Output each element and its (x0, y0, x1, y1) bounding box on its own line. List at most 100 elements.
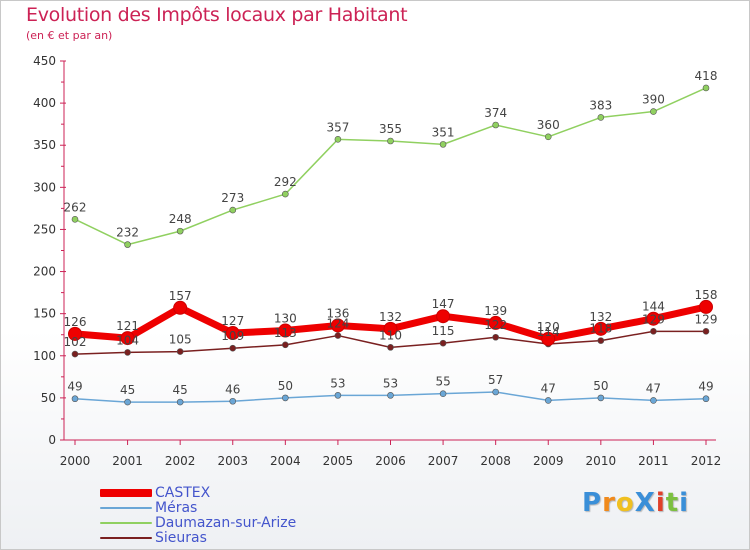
data-point-m-ras (282, 394, 289, 402)
x-tick-label: 2009 (533, 454, 564, 468)
data-label-m-ras: 57 (488, 373, 503, 387)
chart-title: Evolution des Impôts locaux par Habitant (26, 4, 408, 26)
data-label-daumazan-sur-arize: 390 (642, 93, 665, 107)
data-point-daumazan-sur-arize (650, 108, 657, 115)
data-label-daumazan-sur-arize: 351 (432, 125, 455, 139)
data-label-m-ras: 53 (383, 376, 398, 390)
data-label-castex: 144 (642, 300, 665, 314)
data-label-sieuras: 122 (484, 318, 507, 332)
data-point-daumazan-sur-arize (492, 121, 499, 129)
data-point-sieuras (650, 328, 657, 335)
data-label-m-ras: 46 (225, 382, 240, 396)
data-point-daumazan-sur-arize (282, 190, 289, 198)
data-point-castex (173, 300, 188, 315)
data-label-daumazan-sur-arize: 292 (274, 175, 297, 189)
data-label-m-ras: 47 (541, 381, 556, 395)
data-point-daumazan-sur-arize (544, 133, 552, 141)
data-point-m-ras (229, 397, 237, 405)
data-label-castex: 130 (274, 312, 297, 326)
data-point-m-ras (439, 390, 447, 397)
data-point-castex (488, 315, 503, 330)
data-label-daumazan-sur-arize: 248 (169, 212, 192, 226)
data-point-sieuras (71, 350, 79, 358)
data-label-m-ras: 50 (278, 379, 293, 393)
legend-label: Méras (155, 500, 198, 516)
data-point-daumazan-sur-arize (387, 137, 394, 145)
data-point-sieuras (229, 344, 237, 352)
data-point-daumazan-sur-arize (702, 84, 710, 92)
x-tick-label: 2011 (638, 454, 669, 468)
data-point-m-ras (702, 395, 710, 403)
y-tick-label: 150 (33, 307, 56, 321)
legend-swatch (100, 522, 152, 524)
brand-logo: ProXiti (582, 488, 690, 518)
data-label-m-ras: 49 (698, 380, 713, 394)
data-point-castex (68, 326, 82, 341)
data-point-daumazan-sur-arize (71, 216, 79, 223)
legend-label: Daumazan-sur-Arize (155, 515, 297, 531)
data-label-m-ras: 50 (593, 379, 608, 393)
data-label-castex: 120 (537, 320, 560, 334)
data-point-m-ras (650, 397, 657, 404)
x-tick-label: 2006 (375, 454, 406, 468)
data-label-sieuras: 129 (695, 312, 718, 326)
y-tick-label: 200 (33, 265, 56, 279)
x-tick-label: 2003 (217, 454, 248, 468)
line-chart: 0 50 100 150 200 250 300 350 400 450 2000 2001 2002 2… (33, 54, 722, 468)
data-label-m-ras: 55 (435, 375, 450, 389)
data-label-sieuras: 113 (274, 326, 297, 340)
data-point-castex (436, 309, 451, 324)
data-point-castex (278, 323, 293, 338)
data-point-sieuras (282, 341, 289, 349)
data-label-sieuras: 118 (589, 322, 612, 336)
data-point-castex (225, 326, 240, 341)
data-label-daumazan-sur-arize: 355 (379, 122, 402, 136)
data-label-sieuras: 109 (221, 329, 244, 343)
data-label-sieuras: 110 (379, 328, 402, 342)
data-label-castex: 127 (221, 314, 244, 328)
data-point-m-ras (492, 388, 499, 396)
data-label-castex: 157 (169, 289, 192, 303)
y-tick-label: 250 (33, 222, 56, 236)
data-label-daumazan-sur-arize: 232 (116, 226, 139, 240)
data-label-daumazan-sur-arize: 374 (484, 106, 507, 120)
chart-subtitle: (en € et par an) (26, 29, 113, 42)
data-point-daumazan-sur-arize (176, 227, 184, 235)
data-point-sieuras (124, 349, 131, 356)
legend-label: CASTEX (155, 485, 211, 501)
y-tick-label: 400 (33, 96, 56, 110)
data-point-m-ras (71, 395, 79, 403)
data-point-daumazan-sur-arize (229, 206, 237, 214)
data-point-daumazan-sur-arize (439, 141, 447, 148)
data-point-sieuras (492, 333, 499, 341)
x-tick-label: 2010 (586, 454, 617, 468)
data-point-sieuras (439, 339, 447, 347)
y-tick-label: 100 (33, 349, 56, 363)
data-label-m-ras: 45 (120, 383, 135, 397)
y-tick-label: 350 (33, 138, 56, 152)
x-tick-label: 2005 (323, 454, 354, 468)
data-point-sieuras (702, 328, 710, 335)
data-label-m-ras: 47 (646, 381, 661, 395)
data-point-sieuras (176, 348, 184, 355)
data-point-m-ras (176, 398, 184, 406)
data-label-daumazan-sur-arize: 360 (537, 118, 560, 132)
data-label-castex: 132 (379, 310, 402, 324)
data-label-daumazan-sur-arize: 273 (221, 191, 244, 205)
data-label-daumazan-sur-arize: 418 (695, 69, 718, 83)
data-label-sieuras: 115 (432, 324, 455, 338)
x-tick-label: 2002 (165, 454, 196, 468)
data-point-m-ras (334, 392, 342, 399)
data-label-sieuras: 124 (326, 317, 349, 331)
data-label-castex: 132 (589, 310, 612, 324)
data-point-sieuras (387, 344, 394, 351)
data-label-daumazan-sur-arize: 262 (64, 200, 87, 214)
data-point-castex (383, 321, 398, 336)
data-point-sieuras (597, 337, 605, 344)
y-tick-label: 0 (48, 433, 56, 447)
legend-swatch (100, 489, 152, 497)
data-point-m-ras (124, 398, 131, 406)
x-tick-label: 2012 (691, 454, 722, 468)
data-label-daumazan-sur-arize: 383 (589, 98, 612, 112)
